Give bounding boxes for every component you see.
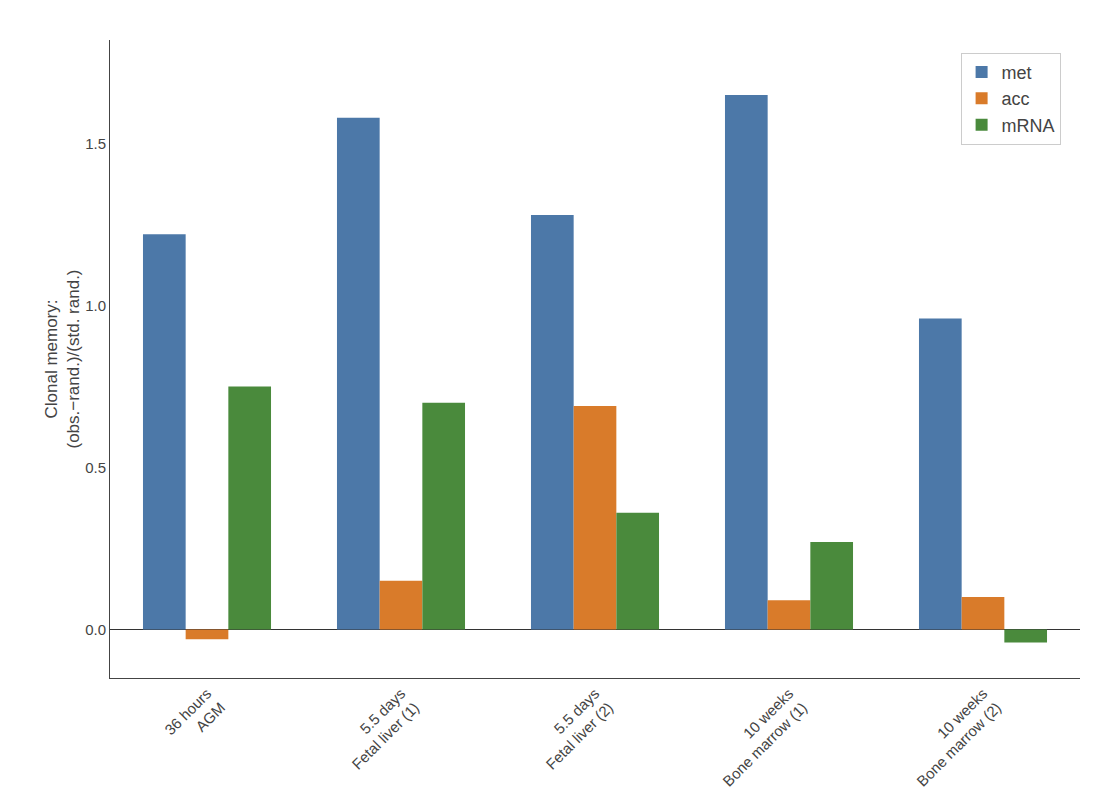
svg-text:5.5 daysFetal liver (2): 5.5 daysFetal liver (2): [529, 685, 617, 773]
svg-text:10 weeksBone marrow (1): 10 weeksBone marrow (1): [705, 685, 810, 790]
svg-text:1.0: 1.0: [85, 297, 106, 314]
svg-text:10 weeksBone marrow (2): 10 weeksBone marrow (2): [899, 685, 1004, 790]
svg-text:acc: acc: [1002, 89, 1030, 109]
svg-text:1.5: 1.5: [85, 135, 106, 152]
svg-text:5.5 daysFetal liver (1): 5.5 daysFetal liver (1): [335, 685, 423, 773]
svg-text:0.0: 0.0: [85, 621, 106, 638]
svg-text:met: met: [1002, 63, 1032, 83]
svg-text:0.5: 0.5: [85, 459, 106, 476]
svg-text:mRNA: mRNA: [1002, 116, 1055, 136]
svg-text:36 hoursAGM: 36 hoursAGM: [161, 685, 228, 752]
svg-text:Clonal memory:(obs.−rand.)/(st: Clonal memory:(obs.−rand.)/(std. rand.): [42, 269, 83, 448]
